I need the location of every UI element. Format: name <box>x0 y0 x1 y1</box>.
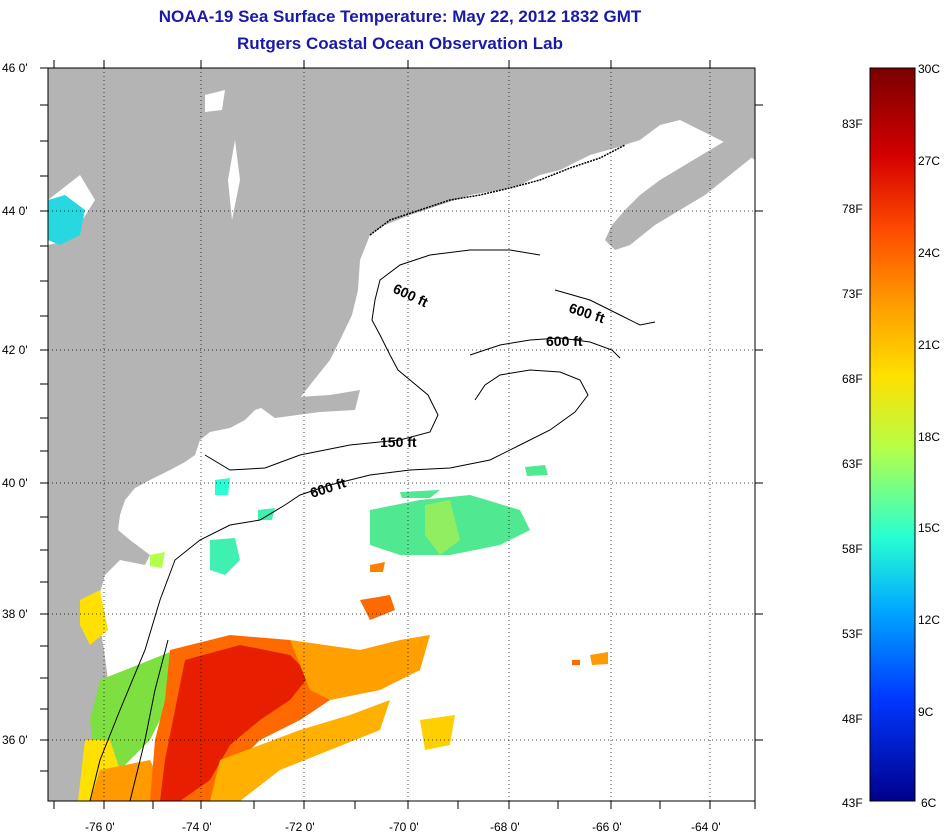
land-nova-scotia <box>605 120 755 250</box>
colorbar-f-label: 43F <box>842 796 863 810</box>
colorbar-c-label: 15C <box>918 521 941 535</box>
lat-label: 42 0' <box>2 343 28 357</box>
colorbar-f-label: 83F <box>842 117 863 131</box>
colorbar-c-label: 30C <box>918 62 941 76</box>
sst-patches <box>48 195 608 801</box>
lat-label: 36 0' <box>2 733 28 747</box>
colorbar-c-label: 27C <box>918 154 941 168</box>
colorbar-c-label: 18C <box>918 430 941 444</box>
colorbar-c-label: 12C <box>918 613 941 627</box>
map-title: NOAA-19 Sea Surface Temperature: May 22,… <box>158 7 642 26</box>
colorbar-c-label: 9C <box>918 705 934 719</box>
map-subtitle: Rutgers Coastal Ocean Observation Lab <box>237 34 563 53</box>
land-mainland <box>48 68 755 801</box>
colorbar-f-label: 53F <box>842 627 863 641</box>
lat-label: 38 0' <box>2 607 28 621</box>
lon-label: -76 0' <box>85 820 115 834</box>
map-area <box>48 68 755 801</box>
colorbar-c-label: 6C <box>921 796 937 810</box>
colorbar-f-label: 68F <box>842 372 863 386</box>
lon-label: -66 0' <box>592 820 622 834</box>
colorbar-c-label: 24C <box>918 246 941 260</box>
lat-label: 40 0' <box>2 476 28 490</box>
lon-label: -64 0' <box>691 820 721 834</box>
axis-ticks <box>40 60 763 809</box>
colorbar-f-label: 48F <box>842 712 863 726</box>
map-frame <box>47 67 756 802</box>
colorbar-f-label: 78F <box>842 202 863 216</box>
lon-label: -70 0' <box>389 820 419 834</box>
colorbar-f-label: 73F <box>842 287 863 301</box>
colorbar <box>869 67 916 802</box>
contour-label: 600 ft <box>546 333 583 349</box>
lon-label: -74 0' <box>182 820 212 834</box>
lat-label: 46 0' <box>2 61 28 75</box>
lat-label: 44 0' <box>2 204 28 218</box>
contour-label: 150 ft <box>380 434 417 450</box>
colorbar-f-label: 63F <box>842 457 863 471</box>
lon-label: -68 0' <box>490 820 520 834</box>
lon-label: -72 0' <box>285 820 315 834</box>
colorbar-f-label: 58F <box>842 542 863 556</box>
colorbar-c-label: 21C <box>918 338 941 352</box>
